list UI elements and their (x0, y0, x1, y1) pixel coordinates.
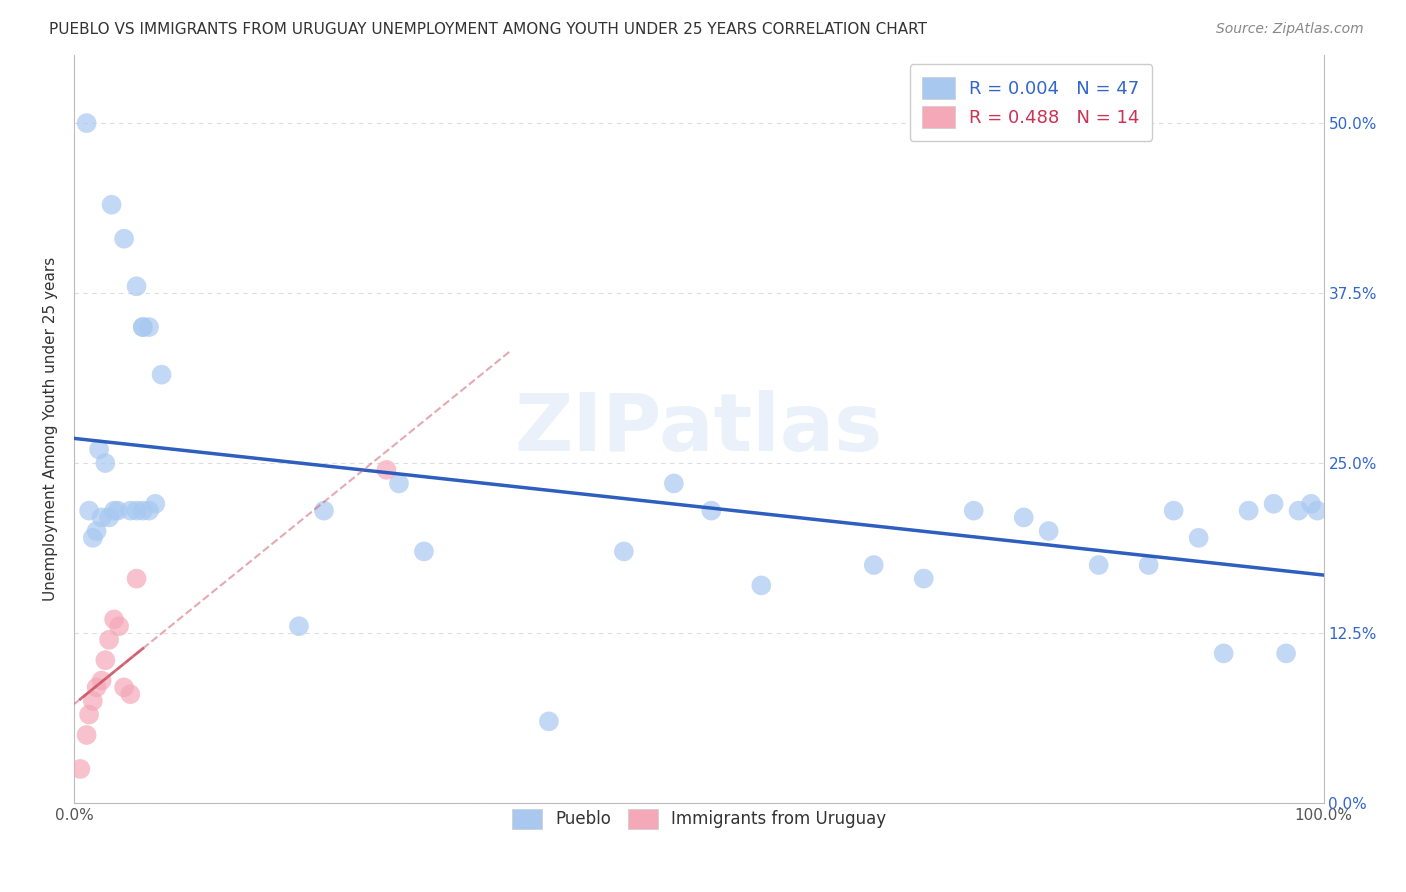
Point (94, 456, 117, 470)
Text: Source: ZipAtlas.com: Source: ZipAtlas.com (1216, 22, 1364, 37)
Point (288, 619, 311, 633)
Point (1288, 503, 1310, 517)
Point (700, 503, 723, 517)
Text: ZIPatlas: ZIPatlas (515, 390, 883, 468)
Point (1306, 503, 1329, 517)
Point (103, 612, 125, 626)
Point (1275, 647, 1298, 661)
Point (112, 681, 135, 695)
Point (108, 619, 131, 633)
Point (77, 503, 100, 517)
Point (613, 544, 636, 558)
Point (69, 762, 91, 776)
Point (1038, 524, 1060, 538)
Point (1188, 531, 1211, 545)
Point (77, 707, 100, 722)
Point (1299, 497, 1322, 511)
Point (413, 544, 436, 558)
Point (862, 558, 884, 572)
Point (1212, 647, 1234, 661)
Point (132, 503, 155, 517)
Point (82, 531, 104, 545)
Point (1137, 558, 1160, 572)
Point (86, 524, 108, 538)
Point (86, 681, 108, 695)
Point (662, 476, 685, 491)
Point (388, 476, 411, 491)
Point (749, 578, 772, 592)
Y-axis label: Unemployment Among Youth under 25 years: Unemployment Among Youth under 25 years (44, 257, 58, 601)
Point (120, 503, 142, 517)
Point (912, 572, 935, 586)
Point (138, 320, 160, 334)
Point (537, 714, 560, 729)
Point (94, 653, 117, 667)
Point (1263, 497, 1285, 511)
Point (87, 442, 110, 457)
Point (82, 694, 104, 708)
Point (132, 320, 155, 334)
Point (125, 503, 148, 517)
Text: PUEBLO VS IMMIGRANTS FROM URUGUAY UNEMPLOYMENT AMONG YOUTH UNDER 25 YEARS CORREL: PUEBLO VS IMMIGRANTS FROM URUGUAY UNEMPL… (49, 22, 927, 37)
Point (125, 279, 148, 293)
Point (103, 503, 125, 517)
Point (90, 673, 112, 688)
Point (125, 572, 148, 586)
Point (100, 197, 122, 211)
Point (1237, 503, 1260, 517)
Legend: Pueblo, Immigrants from Uruguay: Pueblo, Immigrants from Uruguay (505, 802, 893, 836)
Point (107, 503, 129, 517)
Point (1163, 503, 1185, 517)
Point (138, 503, 160, 517)
Point (150, 368, 173, 382)
Point (98, 632, 121, 647)
Point (963, 503, 986, 517)
Point (90, 510, 112, 524)
Point (312, 503, 335, 517)
Point (375, 463, 398, 477)
Point (132, 320, 155, 334)
Point (120, 687, 142, 701)
Point (76, 116, 98, 130)
Point (112, 232, 135, 246)
Point (143, 497, 166, 511)
Point (1087, 558, 1109, 572)
Point (98, 510, 121, 524)
Point (76, 728, 98, 742)
Point (1012, 510, 1035, 524)
